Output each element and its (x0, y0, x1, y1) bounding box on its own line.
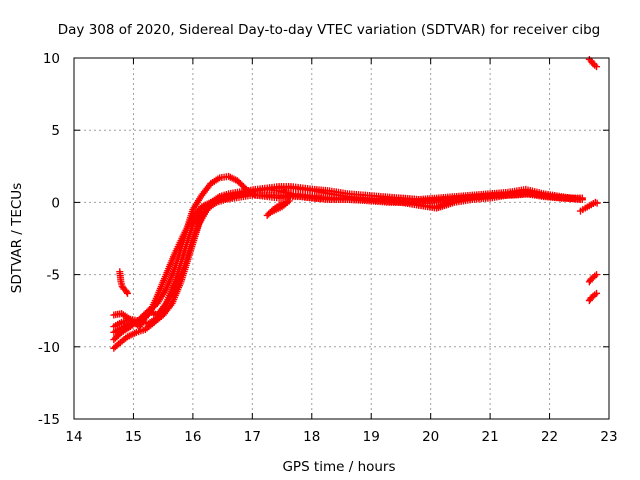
y-tick-label: 0 (51, 195, 60, 211)
series-track-e (110, 185, 586, 344)
x-tick-label: 20 (422, 429, 439, 445)
data-point (124, 289, 131, 297)
y-tick-label: -10 (38, 340, 60, 356)
series-late-top (585, 55, 601, 71)
y-tick-label: -5 (47, 268, 60, 284)
x-tick-label: 19 (363, 429, 380, 445)
x-tick-label: 23 (600, 429, 617, 445)
y-tick-label: 5 (51, 123, 60, 139)
series-late-mid-b (585, 289, 601, 305)
series-late-zero (576, 198, 601, 215)
chart-title: Day 308 of 2020, Sidereal Day-to-day VTE… (58, 22, 601, 38)
axis-ticks: 14 15 16 17 18 19 20 21 22 23 -15 -10 -5 0 5 10 (38, 51, 618, 445)
y-tick-label: -15 (38, 412, 60, 428)
data-point (266, 209, 274, 217)
x-tick-label: 21 (482, 429, 499, 445)
x-tick-label: 14 (65, 429, 82, 445)
data-point (214, 194, 222, 202)
x-tick-label: 17 (244, 429, 261, 445)
x-axis-label: GPS time / hours (282, 459, 395, 475)
grid (74, 58, 609, 419)
series-late-mid-a (585, 271, 601, 286)
x-tick-label: 22 (541, 429, 558, 445)
y-axis-label: SDTVAR / TECUs (9, 183, 25, 293)
data-point (123, 288, 131, 296)
data-point (593, 63, 601, 71)
data-point (593, 271, 601, 279)
plot-frame (73, 57, 610, 420)
data-point (593, 199, 601, 207)
x-tick-label: 16 (184, 429, 201, 445)
series-cross-start (263, 197, 293, 219)
series-spike-start (116, 268, 131, 297)
x-tick-label: 18 (303, 429, 320, 445)
x-tick-label: 15 (125, 429, 142, 445)
data-points (110, 55, 601, 352)
data-point (578, 194, 586, 202)
data-point (593, 289, 601, 297)
y-tick-label: 10 (43, 51, 60, 67)
